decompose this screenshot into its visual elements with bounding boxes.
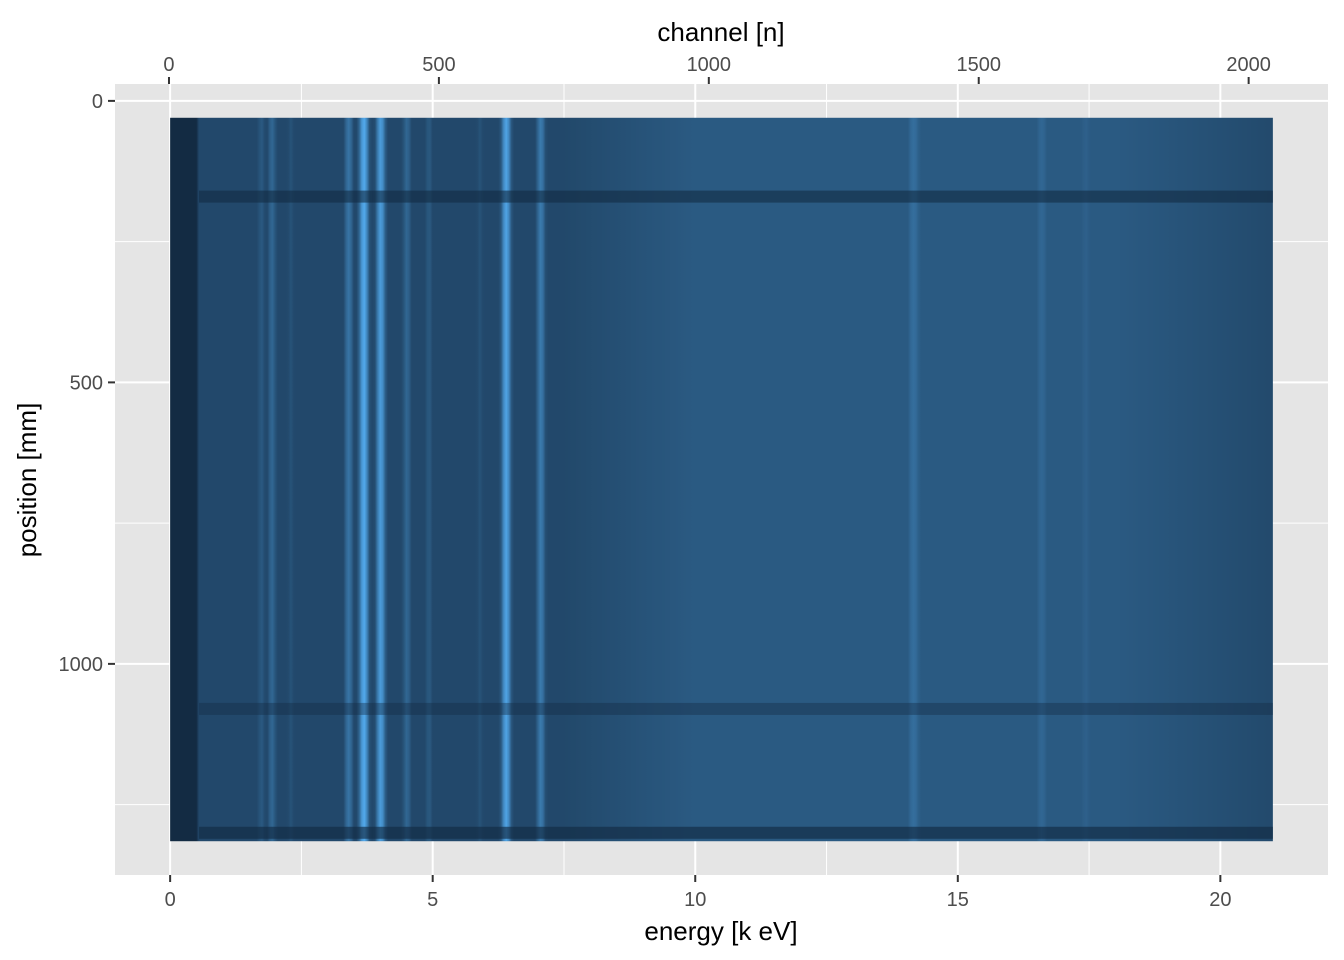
heatmap-dark-row [199,702,1273,715]
x2-axis-title: channel [n] [657,17,784,47]
y-axis-left: 0 500 1000 [59,91,115,676]
heatmap-base [170,117,1273,842]
x2-tick-label: 2000 [1226,54,1271,76]
x-tick-label: 5 [427,889,438,911]
y-tick-label: 500 [70,372,103,394]
x2-tick-label: 500 [422,54,455,76]
x2-tick-label: 1000 [687,54,732,76]
x-axis-bottom: 0 5 10 15 20 [165,875,1231,911]
x-tick-label: 20 [1209,889,1231,911]
y-axis-title: position [mm] [12,403,42,558]
x-tick-label: 15 [947,889,969,911]
x-axis-top: 0 500 1000 1500 2000 [163,54,1271,84]
y-tick-label: 0 [92,91,103,113]
x2-tick-label: 0 [163,54,174,76]
x-axis-title: energy [k eV] [644,916,797,946]
heatmap-dark-rows [199,190,1273,839]
heatmap-dark-row [199,190,1273,203]
heatmap-raster [170,117,1273,842]
heatmap-dark-row [199,826,1273,839]
x-tick-label: 0 [165,889,176,911]
y-tick-label: 1000 [59,654,104,676]
x-tick-label: 10 [684,889,706,911]
x2-tick-label: 1500 [956,54,1001,76]
